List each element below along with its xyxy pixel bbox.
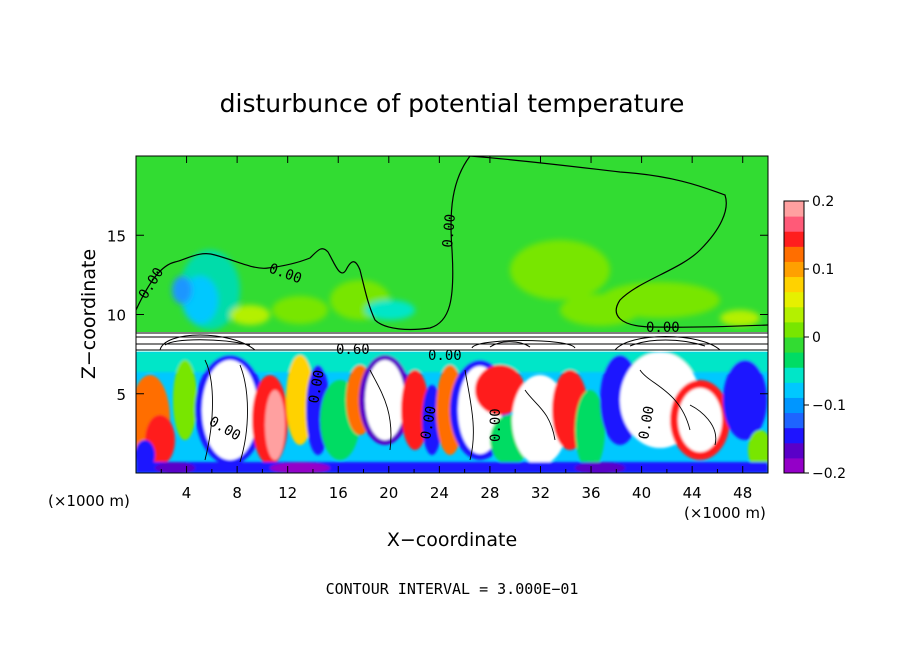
y-axis-label: Z−coordinate [78, 249, 100, 379]
colorbar-swatch [784, 412, 804, 429]
colorbar: 0.2 0.1 0 −0.1 −0.2 [783, 194, 846, 482]
x-tick-label: 4 [182, 484, 192, 502]
colorbar-swatch [784, 261, 804, 278]
y-axis: 5 10 15 [107, 227, 768, 404]
colorbar-tick-label: −0.1 [812, 398, 846, 414]
colorbar-swatch [784, 246, 804, 262]
colorbar-swatch [784, 457, 804, 474]
colorbar-swatch [784, 427, 804, 444]
x-tick-label: 44 [683, 484, 702, 502]
x-axis-label: X−coordinate [387, 529, 517, 551]
contour-label: 0.00 [306, 369, 328, 405]
contour-label: 0.00 [428, 348, 462, 364]
x-tick-label: 8 [232, 484, 242, 502]
x-tick-label: 36 [581, 484, 600, 502]
x-tick-label: 28 [480, 484, 499, 502]
upper-layer-patches [172, 240, 760, 330]
upper-contours [136, 156, 768, 331]
colorbar-tick-label: 0.2 [812, 194, 834, 210]
colorbar-tick-label: −0.2 [812, 466, 846, 482]
colorbar-swatch [784, 321, 804, 338]
colorbar-swatch [784, 352, 804, 368]
y-tick-label: 15 [107, 227, 126, 245]
x-tick-label: 48 [733, 484, 752, 502]
colorbar-swatch [784, 276, 804, 293]
colorbar-swatch [784, 216, 804, 232]
contour-labels: 0.00 0.00 0.00 0.00 0.60 0.00 0.00 0.00 … [136, 213, 680, 444]
colorbar-swatch [784, 397, 804, 414]
plot-area [136, 156, 768, 473]
colorbar-tick-label: 0.1 [812, 262, 834, 278]
lower-layer-patches [136, 352, 768, 473]
x-unit-left: (×1000 m) [48, 492, 130, 510]
colorbar-swatch [784, 201, 804, 217]
colorbar-swatch [784, 442, 804, 459]
contour-interval-note: CONTOUR INTERVAL = 3.000E−01 [326, 580, 579, 598]
colorbar-swatch [784, 231, 804, 247]
lower-contours [204, 359, 717, 463]
colorbar-swatch [784, 382, 804, 398]
contour-label: 0.00 [488, 408, 504, 442]
colorbar-swatch [784, 291, 804, 308]
x-tick-label: 16 [329, 484, 348, 502]
x-axis: 4 8 12 16 20 24 28 32 36 40 44 48 [160, 156, 752, 502]
x-tick-label: 40 [632, 484, 651, 502]
x-tick-label: 20 [379, 484, 398, 502]
contour-label: 0.00 [440, 213, 459, 248]
boundary-contours [136, 332, 768, 351]
y-tick-label: 10 [107, 307, 126, 325]
colorbar-swatch [784, 337, 804, 353]
colorbar-swatch [784, 367, 804, 383]
colorbar-swatch [784, 306, 804, 323]
y-tick-label: 5 [116, 386, 126, 404]
contour-label: 0.00 [418, 405, 440, 441]
x-unit-right: (×1000 m) [684, 504, 766, 522]
x-tick-label: 24 [430, 484, 449, 502]
contour-label: 0.00 [646, 320, 680, 336]
colorbar-tick-label: 0 [812, 330, 821, 346]
chart-title: disturbunce of potential temperature [220, 89, 685, 118]
contour-label: 0.60 [336, 342, 370, 358]
contour-label: 0.00 [636, 405, 658, 441]
x-tick-label: 32 [531, 484, 550, 502]
x-tick-label: 12 [278, 484, 297, 502]
